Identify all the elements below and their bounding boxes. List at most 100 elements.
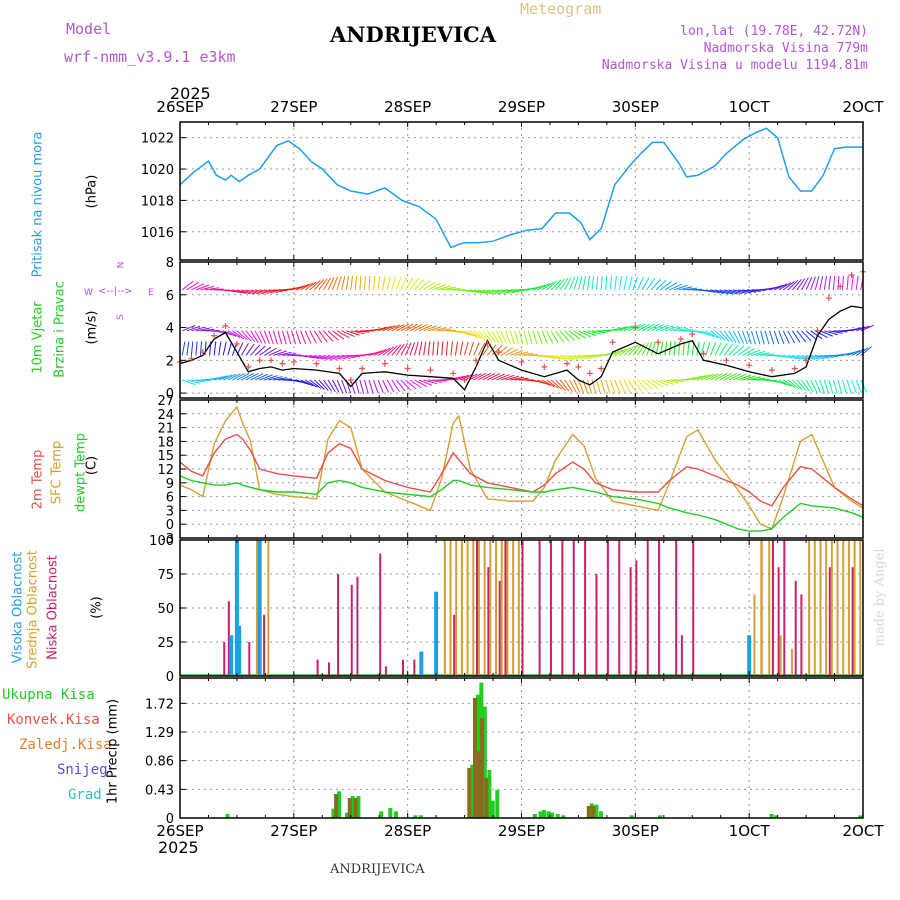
- wind-barb: [195, 327, 210, 332]
- wind-barb: [787, 279, 799, 291]
- wind-gust-mark: [803, 357, 810, 364]
- wind-barb: [742, 375, 756, 381]
- mid-cloud-bar: [825, 540, 828, 675]
- wind-barb: [232, 373, 245, 381]
- wind-barb: [819, 330, 833, 337]
- time-label-bottom: 26SEP: [156, 822, 203, 840]
- wind-barb: [546, 379, 559, 389]
- wind-barb: [441, 286, 456, 291]
- wind-barb: [464, 289, 479, 294]
- label-layer: 26SEP 26SEP 27SEP 27SEP 28SEP 28SEP 29SEP 29SEP…: [141, 98, 884, 840]
- wind-barb: [309, 330, 317, 344]
- mid-cloud-bar: [779, 635, 782, 675]
- wind-barb: [432, 341, 435, 356]
- wind-barb: [796, 330, 807, 343]
- wind-barb: [400, 379, 411, 391]
- wind-barb: [742, 289, 757, 293]
- wind-barb: [546, 280, 558, 291]
- wind-barb: [313, 379, 325, 390]
- wind-barb: [323, 277, 332, 291]
- mid-cloud-bar: [830, 540, 833, 675]
- wind-barb: [655, 324, 669, 332]
- wind-barb: [500, 374, 515, 381]
- wind-barb: [245, 289, 260, 295]
- wind-barb: [792, 354, 806, 360]
- wind-barb: [382, 325, 396, 332]
- time-label-bottom: 30SEP: [612, 822, 659, 840]
- wind-barb: [318, 330, 328, 343]
- wind-barb: [774, 283, 788, 291]
- wind-barb: [391, 379, 400, 392]
- wind-barb: [550, 279, 562, 291]
- wind-barb: [200, 328, 215, 332]
- mid-cloud-bar: [512, 540, 515, 675]
- wind-barb: [587, 330, 602, 335]
- wind-barb: [623, 324, 637, 332]
- low-cloud-bar: [828, 567, 831, 675]
- low-cloud-bar: [680, 635, 683, 675]
- wind-barb: [810, 379, 818, 393]
- wind-barb: [846, 379, 852, 394]
- wind-barb: [537, 283, 551, 291]
- precip-total-bar: [538, 811, 543, 818]
- wind-barb: [227, 330, 241, 339]
- wind-gust-mark: [472, 357, 479, 364]
- wind-barb: [823, 275, 827, 290]
- wind-barb: [541, 354, 556, 359]
- wind-barb: [186, 379, 201, 384]
- wind-barb: [828, 275, 831, 290]
- wind-barb: [341, 354, 356, 359]
- time-label-top: 1OCT: [729, 98, 771, 116]
- wind-barb: [573, 276, 579, 291]
- y-tick-label: 2: [166, 354, 174, 369]
- wind-barb: [373, 379, 379, 394]
- wind-barb: [423, 325, 437, 332]
- precip-total-bar: [345, 812, 350, 818]
- meteogram-label: Meteogram: [520, 0, 602, 18]
- wind-barb: [650, 341, 656, 356]
- wind-barb: [355, 330, 370, 333]
- wind-barb: [564, 277, 572, 291]
- wind-barb: [496, 330, 504, 344]
- wind-barb: [300, 330, 307, 345]
- wind-barb: [723, 330, 733, 343]
- mid-cloud-bar: [477, 540, 480, 675]
- wind-barb: [245, 343, 255, 356]
- wind-barb: [386, 379, 395, 393]
- precip-total-bar: [225, 814, 230, 818]
- wind-barb: [473, 289, 488, 295]
- wind-barb: [641, 323, 655, 332]
- wind-barb: [418, 280, 430, 291]
- wind-barb: [510, 376, 524, 381]
- wind-barb: [227, 289, 242, 294]
- wind-barb: [810, 354, 825, 360]
- wind-barb: [787, 330, 796, 344]
- low-cloud-bar: [227, 601, 230, 675]
- wind-barb: [264, 375, 278, 381]
- wind-barb: [373, 349, 387, 356]
- wind-barb: [646, 323, 660, 332]
- mid-cloud-bar: [813, 540, 816, 675]
- wind-barb: [409, 342, 416, 356]
- mid-cloud-bar: [267, 540, 270, 675]
- precip-total-bar: [858, 815, 863, 818]
- wind-barb: [796, 278, 806, 291]
- wind-barb: [673, 341, 676, 356]
- wind-barb: [641, 379, 653, 390]
- precip-total-bar: [394, 811, 399, 818]
- precip-total-bar: [555, 814, 560, 818]
- wind-barb: [778, 282, 792, 291]
- wind-barb: [414, 279, 425, 291]
- grid-layer: [180, 122, 863, 819]
- mid-cloud-bar: [460, 540, 463, 675]
- wind-barb: [518, 330, 524, 345]
- wind-barb: [660, 325, 674, 332]
- wind-gust-mark: [450, 370, 457, 377]
- wind-barb: [313, 330, 323, 343]
- wind-barb: [564, 379, 573, 392]
- wind-barb: [769, 330, 775, 345]
- mid-cloud-bar: [466, 540, 469, 675]
- wind-gust-mark: [290, 358, 297, 365]
- wind-barb: [719, 372, 733, 381]
- precip-total-bar: [331, 808, 336, 818]
